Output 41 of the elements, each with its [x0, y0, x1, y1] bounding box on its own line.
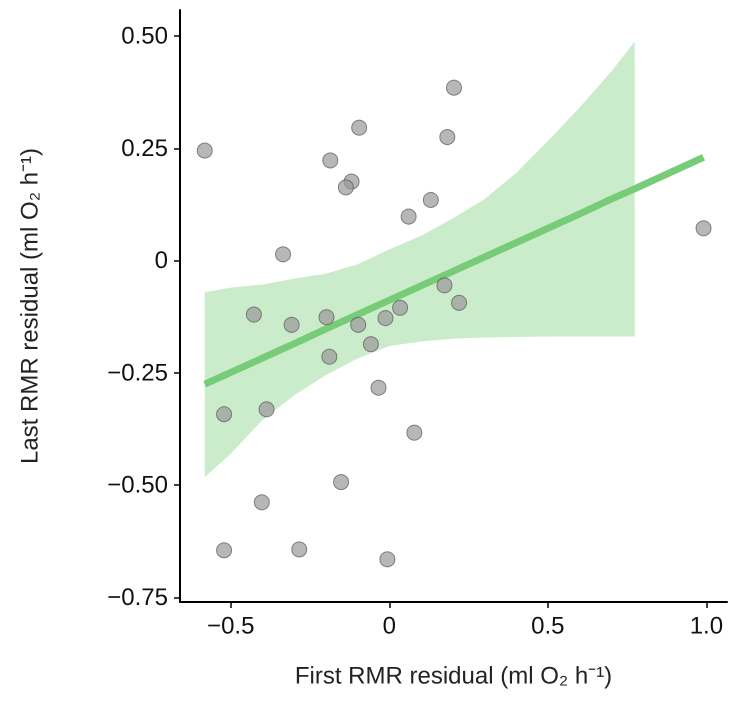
- point: [216, 406, 232, 422]
- point: [196, 142, 213, 159]
- point: [258, 401, 275, 418]
- point: [338, 179, 354, 196]
- point: [436, 277, 452, 294]
- y-tick-label: 0.25: [121, 134, 168, 162]
- point: [284, 316, 300, 333]
- point: [362, 336, 379, 352]
- point: [377, 310, 394, 326]
- point: [254, 494, 270, 510]
- y-tick-label: −0.50: [107, 472, 168, 499]
- point: [350, 316, 366, 333]
- x-axis-title: First RMR residual (ml O₂ h⁻¹): [294, 662, 612, 690]
- point: [406, 424, 422, 441]
- y-tick-label: −0.75: [107, 584, 168, 612]
- y-tick-label: 0.50: [121, 22, 168, 50]
- point: [379, 551, 396, 568]
- x-tick-label: −0.5: [207, 612, 254, 640]
- point: [370, 380, 387, 396]
- point: [275, 246, 292, 262]
- x-tick-label: 1.0: [690, 612, 724, 640]
- point: [318, 309, 334, 326]
- point: [321, 348, 338, 365]
- point: [291, 541, 308, 558]
- point: [322, 152, 338, 168]
- point: [422, 192, 439, 208]
- x-tick-label: 0.5: [531, 612, 565, 640]
- point: [451, 294, 468, 311]
- point: [333, 474, 350, 490]
- point: [439, 129, 456, 146]
- point: [216, 542, 232, 558]
- y-axis-title: Last RMR residual (ml O₂ h⁻¹): [16, 148, 44, 464]
- point: [246, 306, 262, 323]
- x-tick-label: 0: [382, 612, 396, 640]
- point: [392, 300, 408, 316]
- point: [446, 80, 462, 96]
- y-tick-label: −0.25: [107, 359, 168, 386]
- point: [400, 208, 417, 225]
- point: [696, 220, 712, 236]
- point: [351, 120, 368, 136]
- y-tick-label: 0: [154, 247, 168, 274]
